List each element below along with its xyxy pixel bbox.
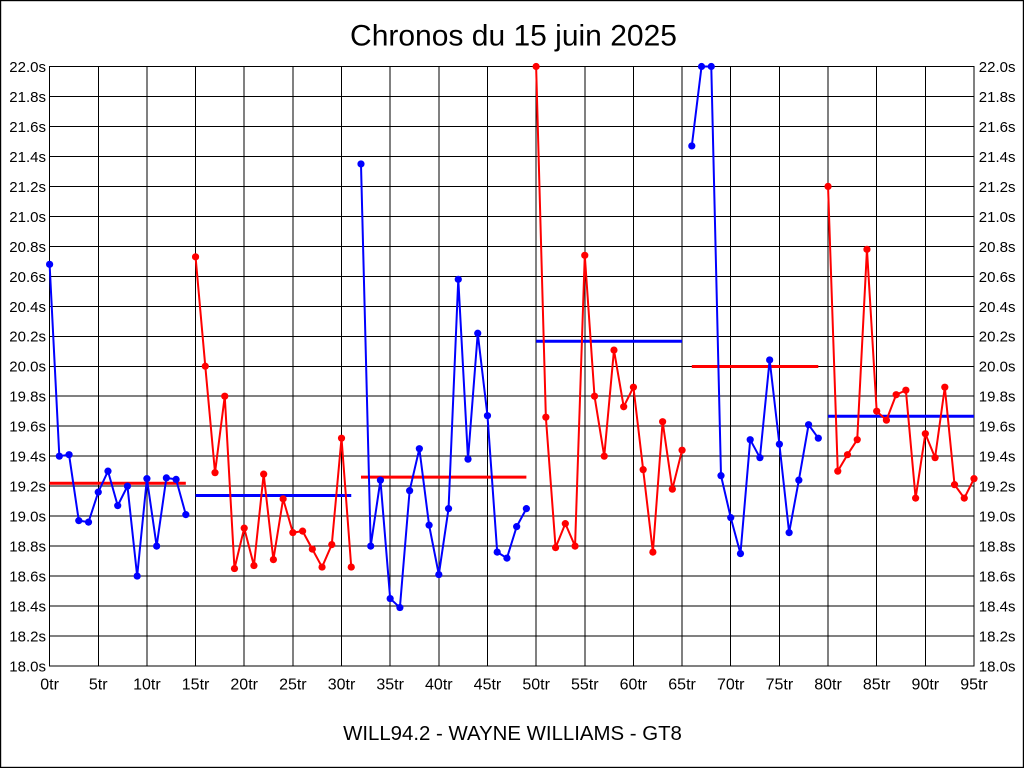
svg-text:19.6s: 19.6s <box>979 419 1016 436</box>
svg-text:60tr: 60tr <box>620 676 648 693</box>
svg-text:22.0s: 22.0s <box>979 59 1016 76</box>
svg-text:21.6s: 21.6s <box>979 119 1016 136</box>
svg-text:18.0s: 18.0s <box>979 658 1016 675</box>
svg-text:Chronos du 15 juin 2025: Chronos du 15 juin 2025 <box>350 19 677 52</box>
svg-text:30tr: 30tr <box>328 676 356 693</box>
svg-text:80tr: 80tr <box>814 676 842 693</box>
svg-text:90tr: 90tr <box>912 676 940 693</box>
svg-text:20.6s: 20.6s <box>9 269 46 286</box>
svg-text:21.0s: 21.0s <box>979 209 1016 226</box>
svg-text:20.2s: 20.2s <box>979 329 1016 346</box>
svg-text:19.8s: 19.8s <box>9 389 46 406</box>
svg-text:18.8s: 18.8s <box>9 539 46 556</box>
svg-text:0tr: 0tr <box>40 676 59 693</box>
svg-text:19.8s: 19.8s <box>979 389 1016 406</box>
svg-text:19.4s: 19.4s <box>9 449 46 466</box>
svg-text:19.2s: 19.2s <box>9 479 46 496</box>
svg-text:21.6s: 21.6s <box>9 119 46 136</box>
svg-text:21.2s: 21.2s <box>9 179 46 196</box>
svg-text:18.0s: 18.0s <box>9 658 46 675</box>
svg-text:21.4s: 21.4s <box>979 149 1016 166</box>
svg-text:20.4s: 20.4s <box>979 299 1016 316</box>
svg-text:22.0s: 22.0s <box>9 59 46 76</box>
svg-text:95tr: 95tr <box>960 676 988 693</box>
svg-text:15tr: 15tr <box>182 676 210 693</box>
svg-text:21.2s: 21.2s <box>979 179 1016 196</box>
svg-text:WILL94.2 - WAYNE WILLIAMS - GT: WILL94.2 - WAYNE WILLIAMS - GT8 <box>343 723 682 745</box>
svg-text:85tr: 85tr <box>863 676 891 693</box>
svg-text:19.0s: 19.0s <box>979 509 1016 526</box>
svg-text:50tr: 50tr <box>522 676 550 693</box>
svg-text:18.2s: 18.2s <box>979 628 1016 645</box>
svg-text:70tr: 70tr <box>717 676 745 693</box>
svg-text:21.8s: 21.8s <box>9 89 46 106</box>
svg-text:25tr: 25tr <box>279 676 307 693</box>
svg-text:20.4s: 20.4s <box>9 299 46 316</box>
svg-text:20.2s: 20.2s <box>9 329 46 346</box>
svg-text:18.8s: 18.8s <box>979 539 1016 556</box>
svg-text:20.6s: 20.6s <box>979 269 1016 286</box>
svg-text:19.6s: 19.6s <box>9 419 46 436</box>
svg-text:65tr: 65tr <box>668 676 696 693</box>
svg-text:35tr: 35tr <box>376 676 404 693</box>
svg-text:20tr: 20tr <box>230 676 258 693</box>
svg-text:10tr: 10tr <box>133 676 161 693</box>
svg-text:19.4s: 19.4s <box>979 449 1016 466</box>
svg-text:18.4s: 18.4s <box>9 599 46 616</box>
svg-text:40tr: 40tr <box>425 676 453 693</box>
svg-text:19.0s: 19.0s <box>9 509 46 526</box>
svg-text:19.2s: 19.2s <box>979 479 1016 496</box>
svg-text:20.8s: 20.8s <box>9 239 46 256</box>
svg-text:18.4s: 18.4s <box>979 599 1016 616</box>
svg-text:20.0s: 20.0s <box>979 359 1016 376</box>
svg-text:75tr: 75tr <box>766 676 794 693</box>
svg-text:21.0s: 21.0s <box>9 209 46 226</box>
svg-text:18.6s: 18.6s <box>979 569 1016 586</box>
svg-text:45tr: 45tr <box>474 676 502 693</box>
svg-text:55tr: 55tr <box>571 676 599 693</box>
svg-text:18.6s: 18.6s <box>9 569 46 586</box>
svg-text:20.0s: 20.0s <box>9 359 46 376</box>
svg-text:21.4s: 21.4s <box>9 149 46 166</box>
svg-text:20.8s: 20.8s <box>979 239 1016 256</box>
svg-text:21.8s: 21.8s <box>979 89 1016 106</box>
svg-text:18.2s: 18.2s <box>9 628 46 645</box>
svg-text:5tr: 5tr <box>89 676 108 693</box>
